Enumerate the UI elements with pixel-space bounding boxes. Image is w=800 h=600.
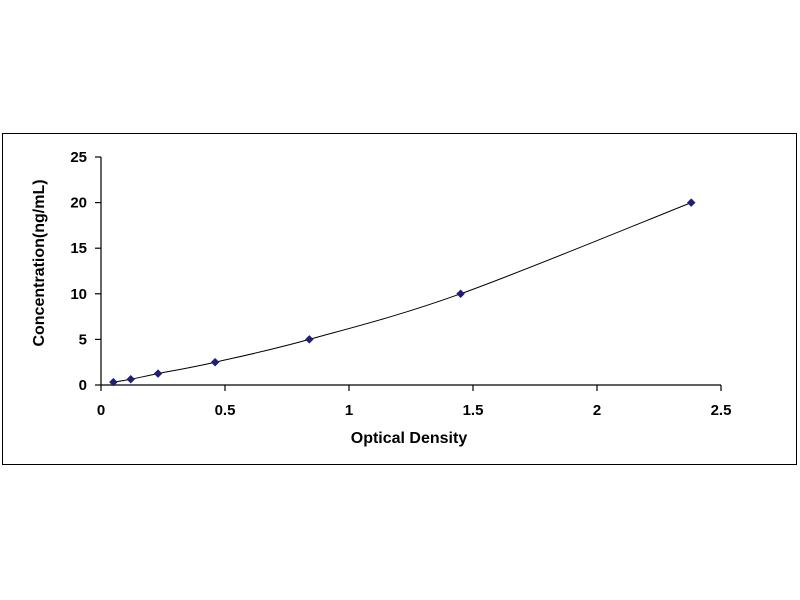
- x-axis-title: Optical Density: [351, 430, 468, 447]
- y-tick-label: 0: [79, 377, 87, 394]
- y-tick-label: 10: [70, 286, 87, 303]
- fit-curve: [113, 202, 692, 383]
- x-tick-label: 1: [345, 402, 353, 419]
- x-tick-label: 2: [593, 402, 601, 419]
- chart-frame: [2, 133, 797, 465]
- data-point-diamond: [126, 374, 136, 384]
- x-ticks: 0 0.5 1 1.5 2 2.5: [97, 385, 732, 419]
- y-ticks: 0 5 10 15 20 25: [70, 149, 101, 394]
- y-tick-label: 25: [70, 149, 87, 166]
- data-point-diamond: [456, 289, 465, 299]
- data-point-diamond: [109, 377, 118, 387]
- y-tick-label: 5: [79, 331, 87, 348]
- x-tick-label: 0.5: [215, 402, 236, 419]
- data-point-diamond: [686, 198, 696, 207]
- x-tick-label: 1.5: [463, 402, 484, 419]
- x-tick-label: 2.5: [711, 402, 732, 419]
- y-tick-label: 20: [70, 195, 87, 212]
- data-point-diamond: [304, 335, 314, 344]
- data-point-diamond: [210, 357, 220, 367]
- y-axis-title: Concentration(ng/mL): [31, 179, 48, 346]
- x-tick-label: 0: [97, 402, 105, 419]
- axes: [100, 157, 721, 386]
- y-tick-label: 15: [70, 240, 87, 257]
- data-points: [109, 198, 696, 387]
- data-point-diamond: [153, 369, 163, 378]
